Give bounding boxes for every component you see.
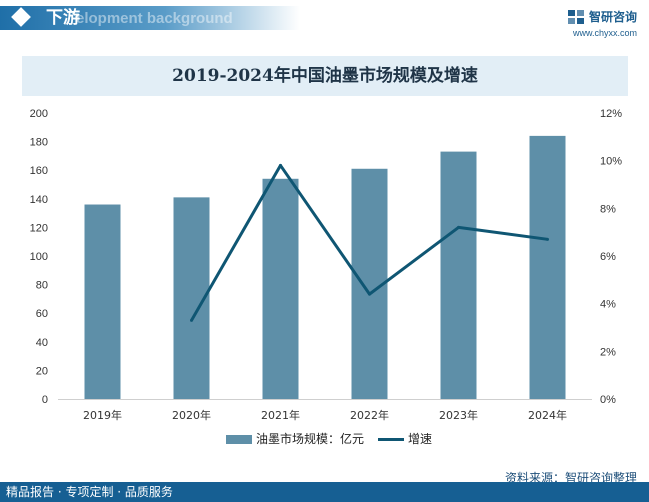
x-tick-label: 2019年 <box>83 408 122 422</box>
header-bar: 下游 elopment background 智研咨询 www.chyxx.co… <box>0 0 649 38</box>
bar <box>440 151 477 399</box>
y-right-tick-label: 6% <box>600 251 616 263</box>
y-right-tick-label: 2% <box>600 346 616 358</box>
y-right-tick-label: 12% <box>600 108 622 120</box>
y-left-tick-label: 0 <box>42 394 48 406</box>
header-strip <box>0 6 300 30</box>
y-left-tick-label: 60 <box>36 308 48 320</box>
bar <box>529 135 566 399</box>
x-tick-label: 2024年 <box>528 408 567 422</box>
y-left-tick-label: 160 <box>30 165 48 177</box>
footer-bar: 精品报告 · 专项定制 · 品质服务 <box>0 482 649 502</box>
bar <box>84 204 121 399</box>
y-right-tick-label: 10% <box>600 156 622 168</box>
legend-bar-label: 油墨市场规模：亿元 <box>256 431 364 446</box>
y-right-tick-label: 0% <box>600 394 616 406</box>
bar <box>262 178 299 399</box>
footer-text: 精品报告 · 专项定制 · 品质服务 <box>6 485 173 499</box>
y-right-tick-label: 8% <box>600 203 616 215</box>
line-point <box>457 225 460 229</box>
line-point <box>279 163 282 167</box>
y-left-tick-label: 80 <box>36 280 48 292</box>
source-note: 资料来源：智研咨询整理 <box>504 471 637 485</box>
y-left-tick-label: 140 <box>30 194 48 206</box>
x-tick-label: 2020年 <box>172 408 211 422</box>
section-subtitle: elopment background <box>76 10 233 27</box>
chart-title: 2019-2024年中国油墨市场规模及增速 <box>22 56 628 96</box>
y-left-tick-label: 20 <box>36 365 48 377</box>
y-right-tick-label: 4% <box>600 299 616 311</box>
x-tick-label: 2022年 <box>350 408 389 422</box>
brand-logo-icon <box>567 9 584 24</box>
section-title: 下游 <box>46 8 80 28</box>
brand-name: 智研咨询 <box>588 10 637 24</box>
line-point <box>190 318 193 322</box>
y-left-tick-label: 200 <box>30 108 48 120</box>
brand-url[interactable]: www.chyxx.com <box>572 28 637 38</box>
legend-line-label: 增速 <box>408 432 432 446</box>
legend-bar-swatch <box>226 435 252 444</box>
y-left-tick-label: 40 <box>36 337 48 349</box>
line-point <box>546 237 549 241</box>
x-tick-label: 2023年 <box>439 408 478 422</box>
x-tick-label: 2021年 <box>261 408 300 422</box>
y-left-tick-label: 120 <box>30 222 48 234</box>
brand[interactable]: 智研咨询 www.chyxx.com <box>567 6 637 38</box>
line-point <box>368 292 371 296</box>
y-left-tick-label: 100 <box>30 251 48 263</box>
chart: 0 20 40 60 80 100 120 140 160 180 200 0% 2% 4% 6% 8% 10%… <box>30 108 623 446</box>
y-left-tick-label: 180 <box>30 137 48 149</box>
